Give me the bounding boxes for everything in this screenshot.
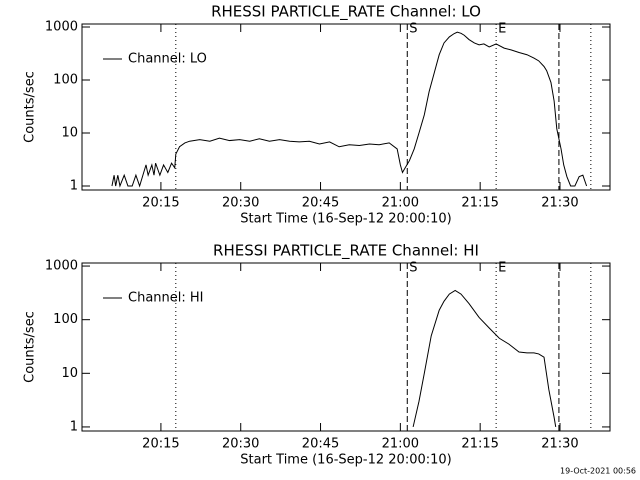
y-tick-label: 1 (70, 419, 78, 434)
y-tick-label: 10 (61, 366, 78, 381)
y-tick-label: 10 (61, 125, 78, 140)
x-tick-label: 21:00 (382, 196, 419, 211)
x-tick-label: 20:30 (222, 196, 259, 211)
series-line (111, 31, 588, 188)
legend-label: Channel: LO (128, 52, 207, 67)
y-tick-label: 100 (53, 73, 78, 88)
marker-label: E (498, 261, 506, 276)
x-tick-label: 21:30 (541, 437, 578, 452)
footer: 19-Oct-2021 00:56 (560, 467, 636, 476)
y-axis-label: Counts/sec (23, 311, 38, 383)
x-tick-label: 20:15 (142, 437, 179, 452)
x-tick-label: 20:45 (302, 196, 339, 211)
plot-frame (81, 262, 611, 432)
y-tick-label: 1000 (45, 259, 78, 274)
chart-title: RHESSI PARTICLE_RATE Channel: HI (213, 242, 479, 261)
chart-title: RHESSI PARTICLE_RATE Channel: LO (211, 3, 481, 22)
legend-label: Channel: HI (128, 291, 204, 306)
x-tick-label: 21:15 (461, 196, 498, 211)
x-tick-label: 21:00 (382, 437, 419, 452)
y-tick-label: 100 (53, 312, 78, 327)
y-axis-label: Counts/sec (23, 71, 38, 143)
x-axis-label: Start Time (16-Sep-12 20:00:10) (240, 453, 451, 468)
marker-label: S (409, 22, 417, 37)
x-axis-label: Start Time (16-Sep-12 20:00:10) (240, 212, 451, 227)
marker-label: E (498, 22, 506, 37)
series-line (412, 289, 557, 428)
plot-frame (81, 23, 611, 191)
y-tick-label: 1 (70, 178, 78, 193)
x-tick-label: 21:15 (461, 437, 498, 452)
marker-label: S (409, 261, 417, 276)
x-tick-label: 20:15 (142, 196, 179, 211)
x-tick-label: 20:45 (302, 437, 339, 452)
y-tick-label: 1000 (45, 20, 78, 35)
x-tick-label: 21:30 (541, 196, 578, 211)
x-tick-label: 20:30 (222, 437, 259, 452)
